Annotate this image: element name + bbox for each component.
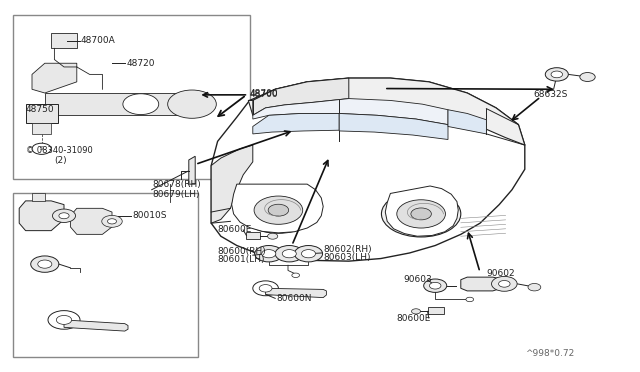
Circle shape <box>123 94 159 115</box>
Circle shape <box>255 246 283 262</box>
Text: 80601(LH): 80601(LH) <box>218 255 265 264</box>
Text: 80010S: 80010S <box>132 211 167 220</box>
Circle shape <box>528 283 541 291</box>
Circle shape <box>411 208 431 220</box>
Polygon shape <box>211 78 525 261</box>
Bar <box>32 123 51 134</box>
Text: ^998*0.72: ^998*0.72 <box>525 349 574 358</box>
Circle shape <box>282 250 296 258</box>
Circle shape <box>52 209 76 222</box>
Circle shape <box>48 311 80 329</box>
Polygon shape <box>248 78 525 145</box>
Text: 90603: 90603 <box>403 275 432 284</box>
Polygon shape <box>253 113 339 134</box>
Circle shape <box>239 187 318 233</box>
Polygon shape <box>385 186 458 236</box>
Circle shape <box>168 90 216 118</box>
Polygon shape <box>211 145 253 223</box>
Text: S: S <box>40 146 44 151</box>
Polygon shape <box>253 78 349 115</box>
Text: 80679(LH): 80679(LH) <box>152 190 200 199</box>
Text: 80603(LH): 80603(LH) <box>323 253 371 262</box>
Polygon shape <box>70 208 112 234</box>
Circle shape <box>551 71 563 78</box>
Polygon shape <box>64 320 128 331</box>
Text: (2): (2) <box>54 156 67 165</box>
Circle shape <box>275 246 303 262</box>
Bar <box>51 33 77 48</box>
Text: 48720: 48720 <box>126 59 155 68</box>
Polygon shape <box>32 193 45 201</box>
Circle shape <box>38 260 52 268</box>
Text: © 08340-31090: © 08340-31090 <box>26 146 92 155</box>
Bar <box>428 307 444 314</box>
Text: 80600N: 80600N <box>276 294 312 303</box>
Circle shape <box>292 273 300 278</box>
Circle shape <box>466 297 474 302</box>
Polygon shape <box>461 277 504 291</box>
Circle shape <box>259 285 272 292</box>
Polygon shape <box>339 113 448 140</box>
Bar <box>13 193 198 357</box>
Bar <box>246 232 260 239</box>
Text: 80602(RH): 80602(RH) <box>323 245 372 254</box>
Circle shape <box>429 282 441 289</box>
Text: 48700A: 48700A <box>81 36 115 45</box>
Text: 80600(RH): 80600(RH) <box>218 247 266 256</box>
Circle shape <box>424 279 447 292</box>
Circle shape <box>301 250 316 258</box>
Text: 48700: 48700 <box>250 90 278 99</box>
Circle shape <box>59 213 69 219</box>
Text: 48700: 48700 <box>250 89 278 98</box>
Circle shape <box>262 250 276 258</box>
Bar <box>13 15 250 179</box>
Circle shape <box>492 276 517 291</box>
Circle shape <box>108 219 116 224</box>
Polygon shape <box>232 184 323 233</box>
Circle shape <box>397 200 445 228</box>
Circle shape <box>412 309 420 314</box>
Circle shape <box>580 73 595 81</box>
Polygon shape <box>189 156 195 184</box>
Circle shape <box>268 233 278 239</box>
Circle shape <box>254 196 303 224</box>
Text: 90602: 90602 <box>486 269 515 278</box>
Circle shape <box>253 281 278 296</box>
Text: 68632S: 68632S <box>534 90 568 99</box>
Polygon shape <box>448 110 486 134</box>
Circle shape <box>381 191 461 237</box>
Polygon shape <box>32 63 77 93</box>
Circle shape <box>102 215 122 227</box>
Circle shape <box>545 68 568 81</box>
Circle shape <box>499 280 510 287</box>
Circle shape <box>32 143 51 154</box>
Circle shape <box>56 315 72 324</box>
Circle shape <box>294 246 323 262</box>
Text: 80600E: 80600E <box>218 225 252 234</box>
Bar <box>26 104 58 123</box>
Text: 80678(RH): 80678(RH) <box>152 180 201 189</box>
Text: 48750: 48750 <box>26 105 54 114</box>
Polygon shape <box>266 288 326 298</box>
Polygon shape <box>253 99 448 125</box>
Circle shape <box>268 204 289 216</box>
Circle shape <box>31 256 59 272</box>
Text: 80600E: 80600E <box>397 314 431 323</box>
Polygon shape <box>45 93 192 115</box>
Polygon shape <box>19 201 64 231</box>
